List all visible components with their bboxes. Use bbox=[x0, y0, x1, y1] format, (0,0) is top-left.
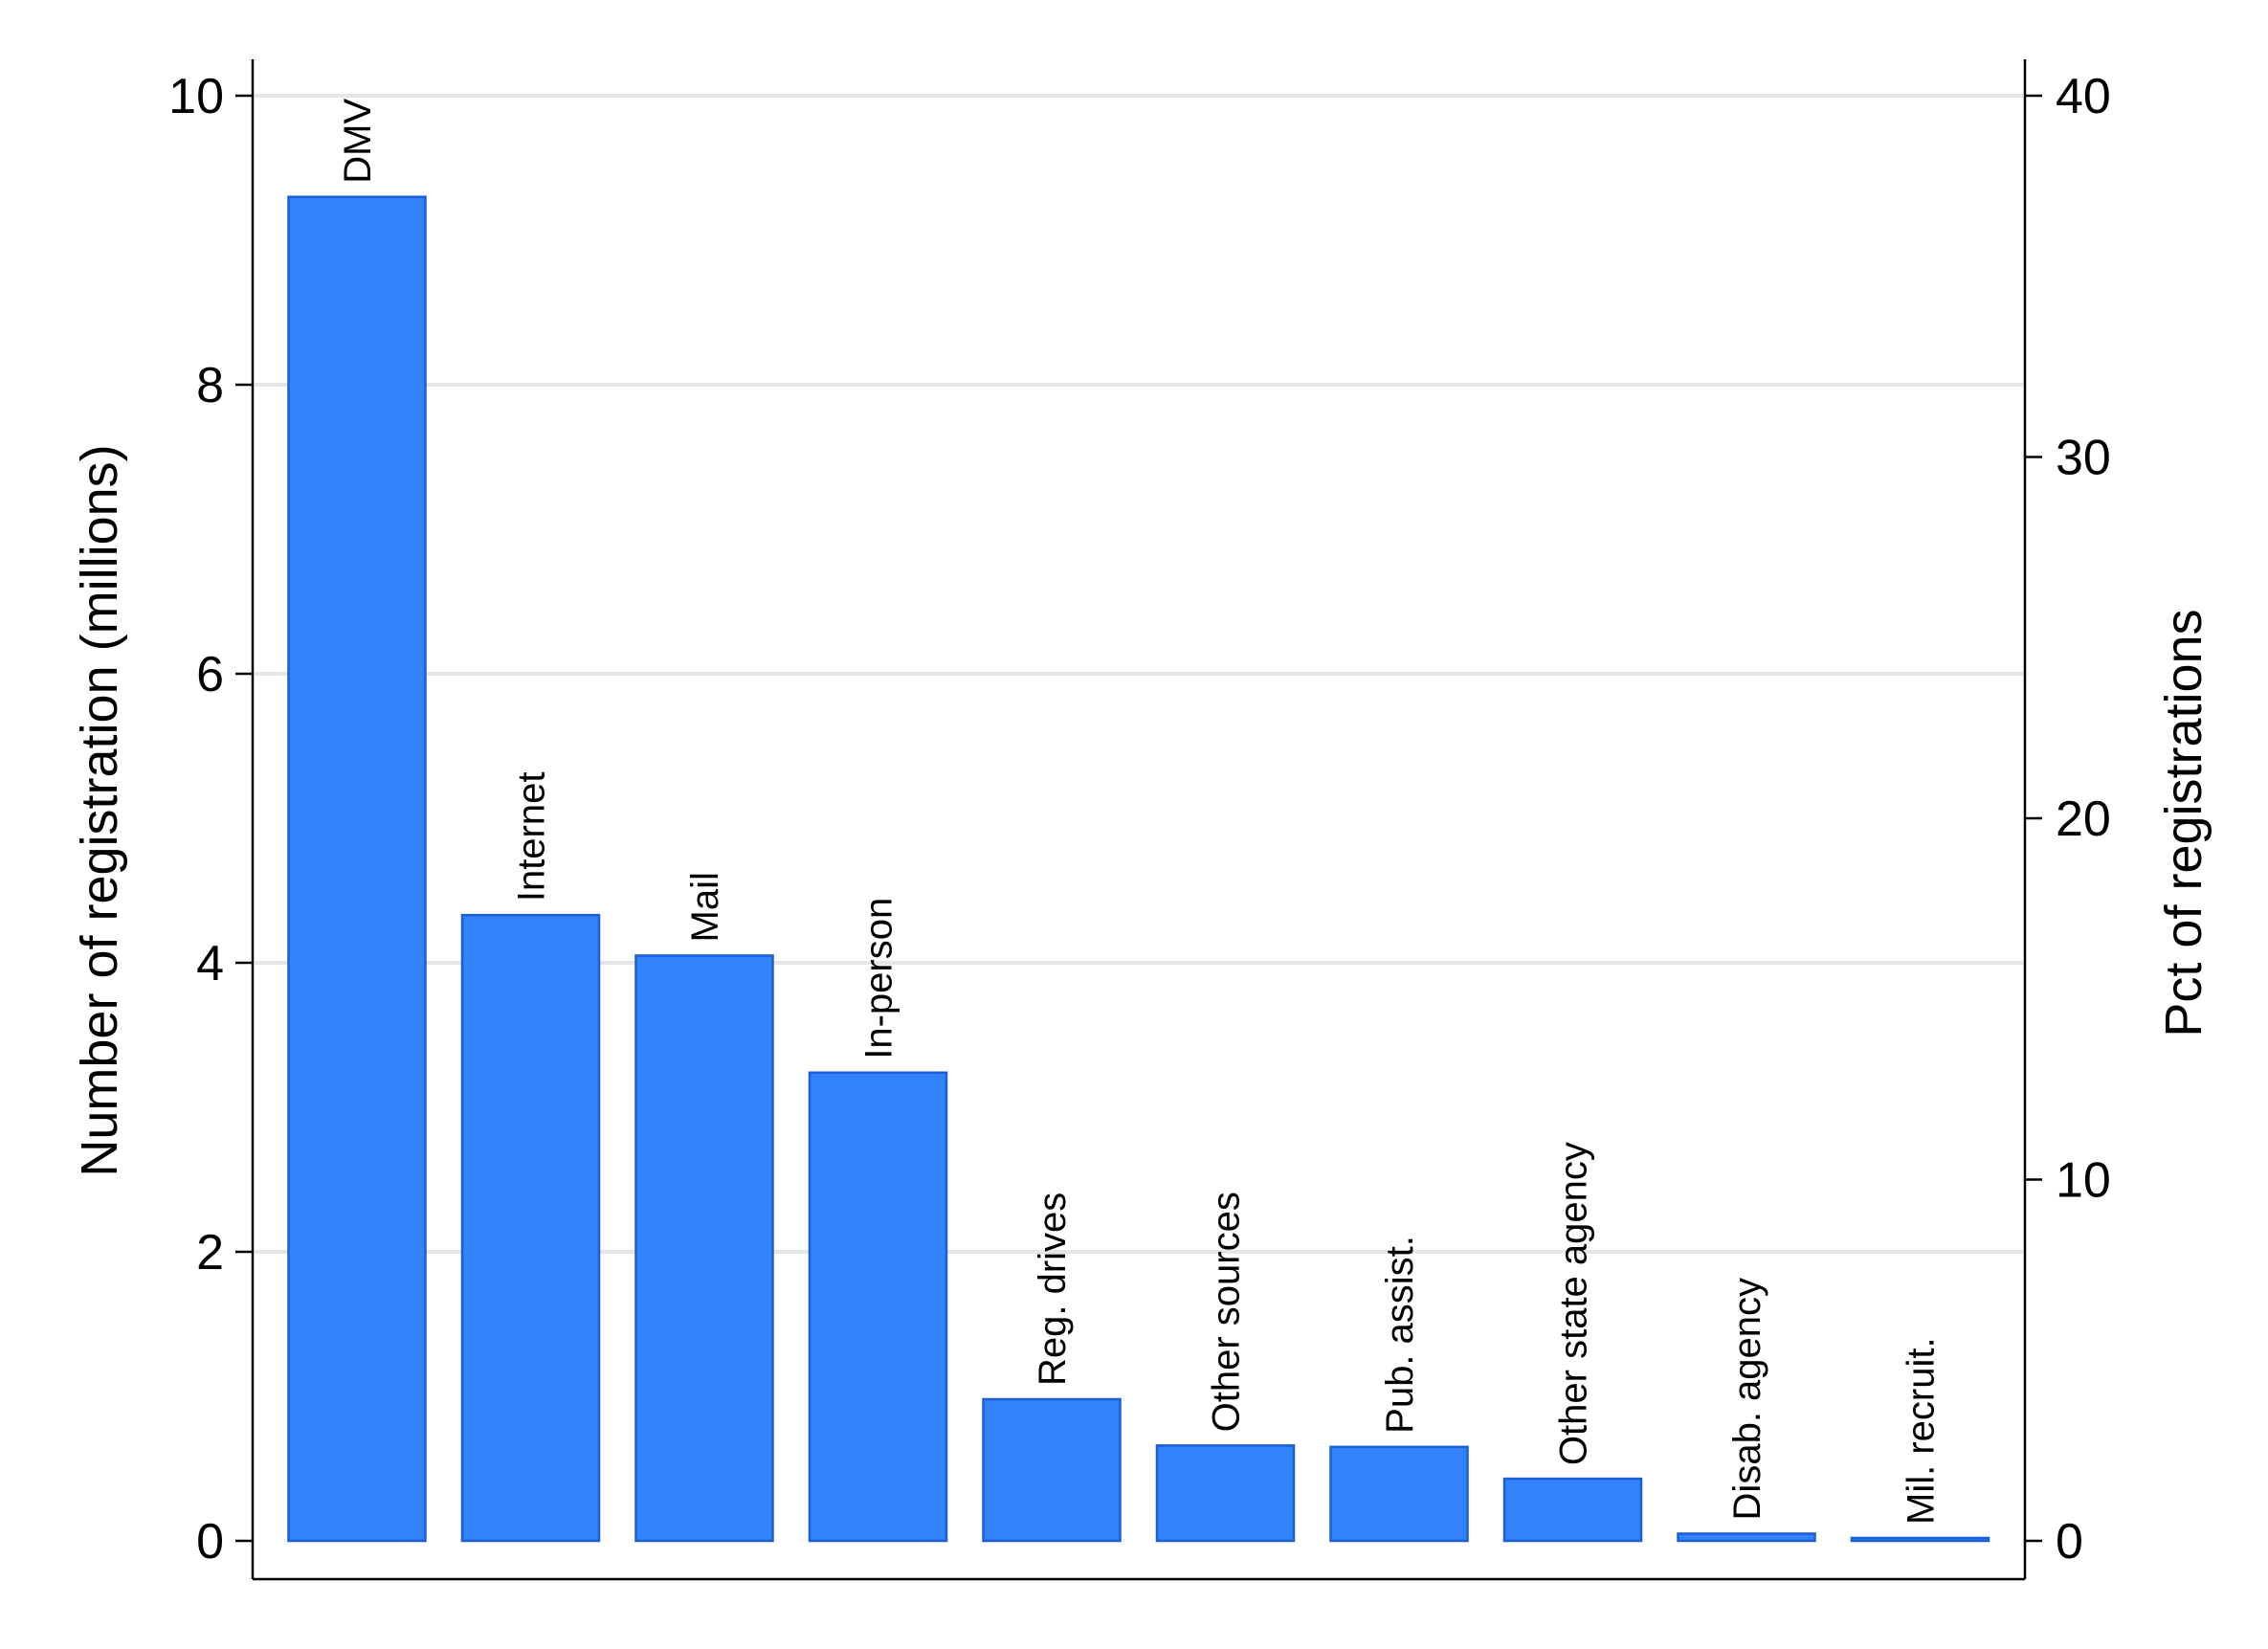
y2-tick-label: 40 bbox=[2056, 69, 2111, 124]
bar-label: Mail bbox=[684, 872, 726, 942]
y-axis-title: Number of registration (millions) bbox=[71, 444, 128, 1176]
bar-label: Pub. assist. bbox=[1379, 1236, 1421, 1434]
bar-internet bbox=[460, 913, 601, 1543]
y-tick-label: 8 bbox=[196, 358, 224, 413]
y-tick-label: 0 bbox=[196, 1514, 224, 1570]
y2-tick-label: 0 bbox=[2056, 1514, 2083, 1570]
bar-disab-agency bbox=[1677, 1532, 1816, 1543]
bar-label: Disab. agency bbox=[1726, 1278, 1768, 1520]
bar-mil-recruit bbox=[1850, 1536, 1990, 1543]
bar-label: In-person bbox=[858, 898, 901, 1059]
bar-label: Other state agency bbox=[1553, 1142, 1595, 1465]
y-tick-label: 2 bbox=[196, 1225, 224, 1281]
bar-reg-drives bbox=[982, 1397, 1122, 1543]
y-tick-label: 6 bbox=[196, 647, 224, 702]
y-tick-label: 10 bbox=[168, 69, 224, 124]
y2-tick-label: 20 bbox=[2056, 791, 2111, 847]
y2-axis-title: Pct of registrations bbox=[2155, 609, 2212, 1036]
bar-other-sources bbox=[1155, 1444, 1296, 1543]
y-tick-label: 4 bbox=[196, 936, 224, 992]
axes: 0 2 4 6 8 10 0 10 20 30 40 bbox=[168, 59, 2111, 1581]
bar-label: Mil. recruit. bbox=[1901, 1337, 1943, 1525]
bar-label: Reg. drives bbox=[1032, 1192, 1074, 1386]
bar-in-person bbox=[808, 1071, 948, 1543]
bar-mail bbox=[634, 954, 774, 1543]
bar-pub-assist bbox=[1329, 1445, 1469, 1543]
y2-tick-label: 10 bbox=[2056, 1153, 2111, 1209]
bar-labels: DMV Internet Mail In-person Reg. drives Other… bbox=[337, 98, 1943, 1524]
bar-label: Internet bbox=[511, 772, 553, 902]
bar-other-state-agency bbox=[1502, 1477, 1643, 1543]
bar-dmv bbox=[287, 195, 427, 1543]
bar-label: DMV bbox=[337, 98, 379, 183]
bar-label: Other sources bbox=[1206, 1192, 1248, 1432]
y2-tick-label: 30 bbox=[2056, 431, 2111, 486]
bars bbox=[287, 195, 1990, 1543]
